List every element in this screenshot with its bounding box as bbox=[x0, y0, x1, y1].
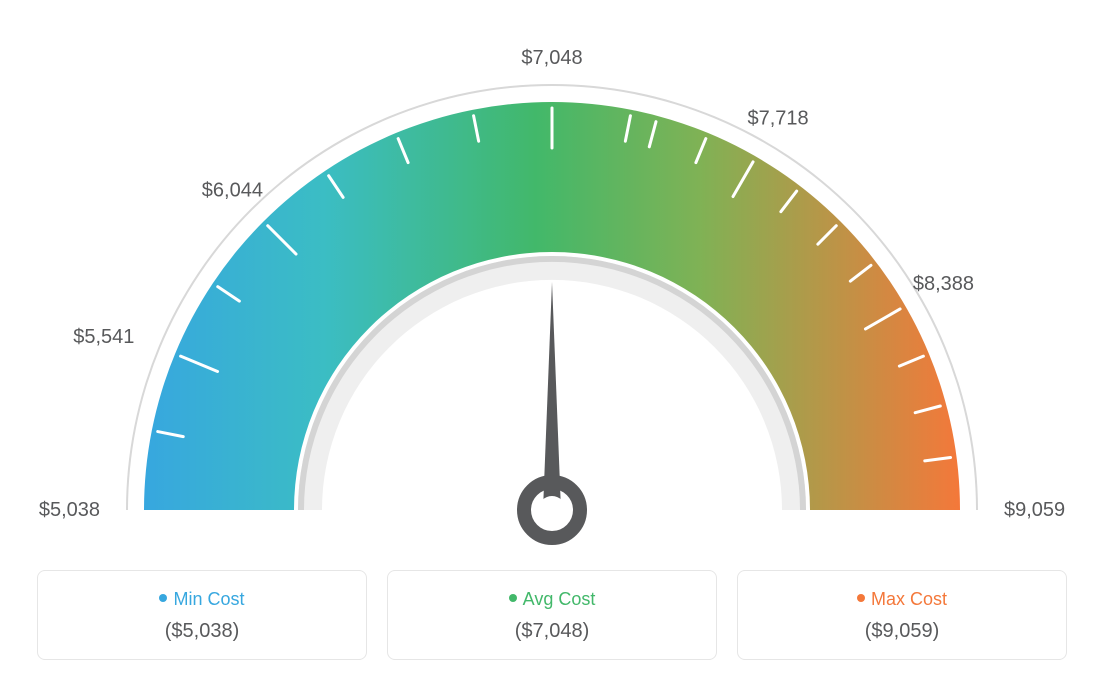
summary-cards: Min Cost ($5,038) Avg Cost ($7,048) Max … bbox=[20, 570, 1084, 660]
dot-icon bbox=[159, 594, 167, 602]
avg-cost-card: Avg Cost ($7,048) bbox=[387, 570, 717, 660]
avg-cost-label-text: Avg Cost bbox=[523, 589, 596, 609]
gauge-tick-label: $7,718 bbox=[747, 108, 808, 130]
dot-icon bbox=[857, 594, 865, 602]
dot-icon bbox=[509, 594, 517, 602]
min-cost-label: Min Cost bbox=[48, 589, 356, 610]
gauge-tick-label: $8,388 bbox=[913, 273, 974, 295]
gauge-tick-label: $7,048 bbox=[521, 47, 582, 69]
max-cost-card: Max Cost ($9,059) bbox=[737, 570, 1067, 660]
gauge-tick-label: $9,059 bbox=[1004, 499, 1065, 521]
min-cost-label-text: Min Cost bbox=[173, 589, 244, 609]
max-cost-label-text: Max Cost bbox=[871, 589, 947, 609]
avg-cost-value: ($7,048) bbox=[398, 620, 706, 643]
min-cost-card: Min Cost ($5,038) bbox=[37, 570, 367, 660]
gauge-chart: $5,038 $5,541 $6,044 $7,048 $7,718 $8,388 $9,0… bbox=[20, 20, 1084, 560]
gauge-tick-label: $5,541 bbox=[73, 326, 134, 348]
max-cost-value: ($9,059) bbox=[748, 620, 1056, 643]
gauge-tick-label: $5,038 bbox=[39, 499, 100, 521]
min-cost-value: ($5,038) bbox=[48, 620, 356, 643]
gauge-tick-label: $6,044 bbox=[202, 179, 263, 201]
avg-cost-label: Avg Cost bbox=[398, 589, 706, 610]
max-cost-label: Max Cost bbox=[748, 589, 1056, 610]
